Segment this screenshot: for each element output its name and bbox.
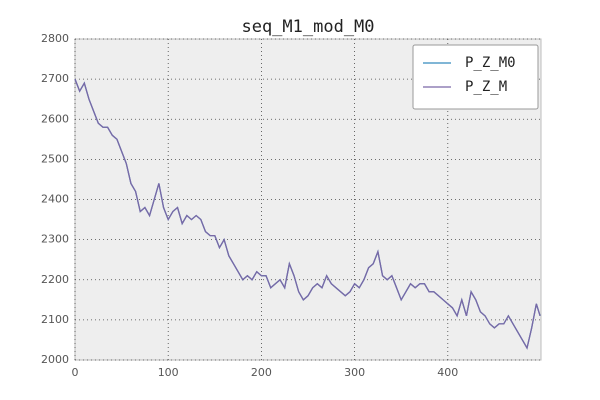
y-tick-label: 2300 [41, 233, 69, 246]
x-tick-label: 200 [251, 366, 272, 379]
y-tick-label: 2100 [41, 313, 69, 326]
y-tick-label: 2200 [41, 273, 69, 286]
y-tick-label: 2400 [41, 193, 69, 206]
x-tick-label: 100 [158, 366, 179, 379]
chart-title: seq_M1_mod_M0 [241, 17, 374, 37]
x-tick-label: 400 [437, 366, 458, 379]
y-tick-label: 2600 [41, 112, 69, 125]
legend-box [412, 44, 539, 110]
legend-label: P_Z_M [465, 79, 507, 95]
x-tick-label: 300 [344, 366, 365, 379]
y-tick-label: 2500 [41, 152, 69, 165]
y-tick-label: 2700 [41, 72, 69, 85]
x-tick-label: 0 [72, 366, 79, 379]
series-line [74, 78, 541, 350]
y-tick-label: 2800 [41, 32, 69, 45]
y-tick-label: 2000 [41, 353, 69, 366]
legend: P_Z_M0 P_Z_M [412, 44, 539, 110]
legend-label: P_Z_M0 [465, 55, 516, 71]
